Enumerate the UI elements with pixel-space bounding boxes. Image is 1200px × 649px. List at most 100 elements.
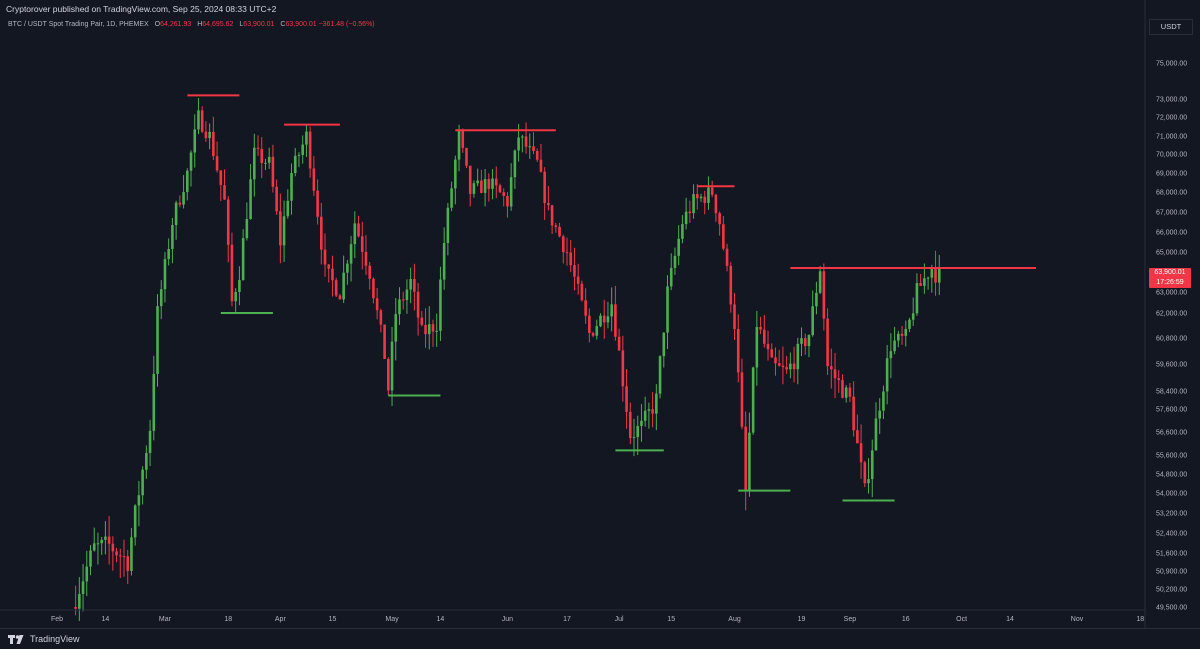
candle: [249, 164, 252, 220]
candle-body: [677, 238, 680, 256]
candle: [178, 195, 182, 208]
candle-body: [290, 173, 293, 201]
candle: [111, 536, 115, 571]
candle-body: [930, 267, 934, 278]
candle: [360, 221, 364, 270]
candle-body: [502, 192, 506, 196]
time-tick-label: 16: [902, 616, 910, 623]
candle: [595, 319, 599, 340]
candle-body: [695, 194, 699, 199]
candle-body: [301, 144, 304, 155]
candle: [815, 281, 818, 315]
candle: [420, 310, 424, 327]
candle: [666, 275, 669, 350]
candle: [591, 331, 595, 338]
candle-body: [174, 202, 178, 226]
candle: [900, 325, 904, 345]
candle: [919, 273, 922, 287]
candle: [435, 313, 439, 347]
candle: [286, 189, 290, 219]
candle-body: [558, 226, 561, 237]
candle: [413, 263, 416, 311]
candle-body: [89, 550, 92, 567]
candle: [822, 263, 826, 331]
candle: [454, 155, 457, 205]
candle: [889, 333, 893, 379]
candle: [271, 144, 275, 193]
candle: [725, 243, 729, 272]
candle-body: [104, 536, 107, 540]
close-label: C: [280, 21, 286, 28]
symbol-legend[interactable]: BTC / USDT Spot Trading Pair, 1D, PHEMEX…: [8, 21, 375, 28]
candle-body: [833, 369, 837, 379]
candle-body: [364, 251, 368, 266]
candle-body: [286, 200, 290, 217]
candle-body: [815, 292, 818, 307]
price-tick-label: 72,000.00: [1156, 115, 1187, 122]
candle: [874, 402, 878, 451]
candle-body: [822, 271, 826, 319]
candle-body: [390, 341, 394, 391]
candle-body: [610, 304, 613, 317]
candle-body: [751, 367, 755, 433]
candle-body: [141, 469, 144, 496]
candle-body: [387, 358, 390, 391]
time-tick-label: Nov: [1071, 616, 1084, 623]
change-value: −361.48 (−0.56%): [318, 21, 375, 28]
candle: [606, 301, 610, 329]
candle-body: [841, 380, 844, 398]
time-tick-label: Jun: [502, 616, 513, 623]
candle-body: [789, 363, 792, 370]
candle: [416, 282, 420, 336]
candle: [770, 343, 774, 358]
candle-body: [81, 581, 85, 594]
candle-body: [78, 593, 81, 609]
candle: [368, 261, 372, 290]
candle: [301, 135, 304, 164]
candle-body: [122, 556, 126, 558]
candle-body: [152, 373, 156, 431]
candle: [107, 516, 111, 565]
symbol-name[interactable]: BTC / USDT Spot Trading Pair, 1D, PHEMEX: [8, 21, 149, 28]
close-value: 63,900.01: [285, 21, 317, 28]
price-tick-label: 69,000.00: [1156, 171, 1187, 178]
candle: [703, 190, 707, 215]
candle: [841, 374, 844, 399]
candle-body: [312, 168, 316, 191]
candle: [502, 188, 506, 207]
candle-body: [279, 211, 282, 246]
currency-label[interactable]: USDT: [1149, 19, 1193, 35]
candle: [104, 521, 107, 555]
candle: [290, 163, 293, 215]
candle-body: [204, 131, 208, 139]
candle: [762, 315, 766, 348]
candle-body: [85, 566, 89, 582]
tradingview-brand[interactable]: TradingView: [8, 634, 80, 644]
price-tick-label: 60,800.00: [1156, 336, 1187, 343]
candle-body: [714, 194, 718, 214]
candle-body: [439, 279, 442, 331]
candle-body: [554, 225, 558, 227]
candle-body: [483, 179, 487, 193]
candle: [729, 262, 733, 313]
candle: [387, 357, 390, 396]
candle-body: [539, 159, 543, 172]
candle-body: [882, 391, 885, 411]
candle-body: [360, 236, 364, 252]
candle-body: [684, 211, 688, 225]
candle: [163, 251, 167, 303]
candle-body: [588, 315, 591, 333]
candle-body: [353, 223, 357, 245]
candle: [282, 200, 286, 262]
candle-body: [457, 130, 461, 160]
candle: [189, 150, 193, 187]
candle-body: [774, 357, 777, 364]
candle-body: [904, 328, 908, 336]
candle: [252, 133, 256, 197]
candle-body: [710, 187, 714, 195]
candle-body: [450, 188, 453, 208]
candle-body: [234, 291, 237, 302]
candle: [911, 297, 915, 327]
candle: [558, 222, 561, 238]
